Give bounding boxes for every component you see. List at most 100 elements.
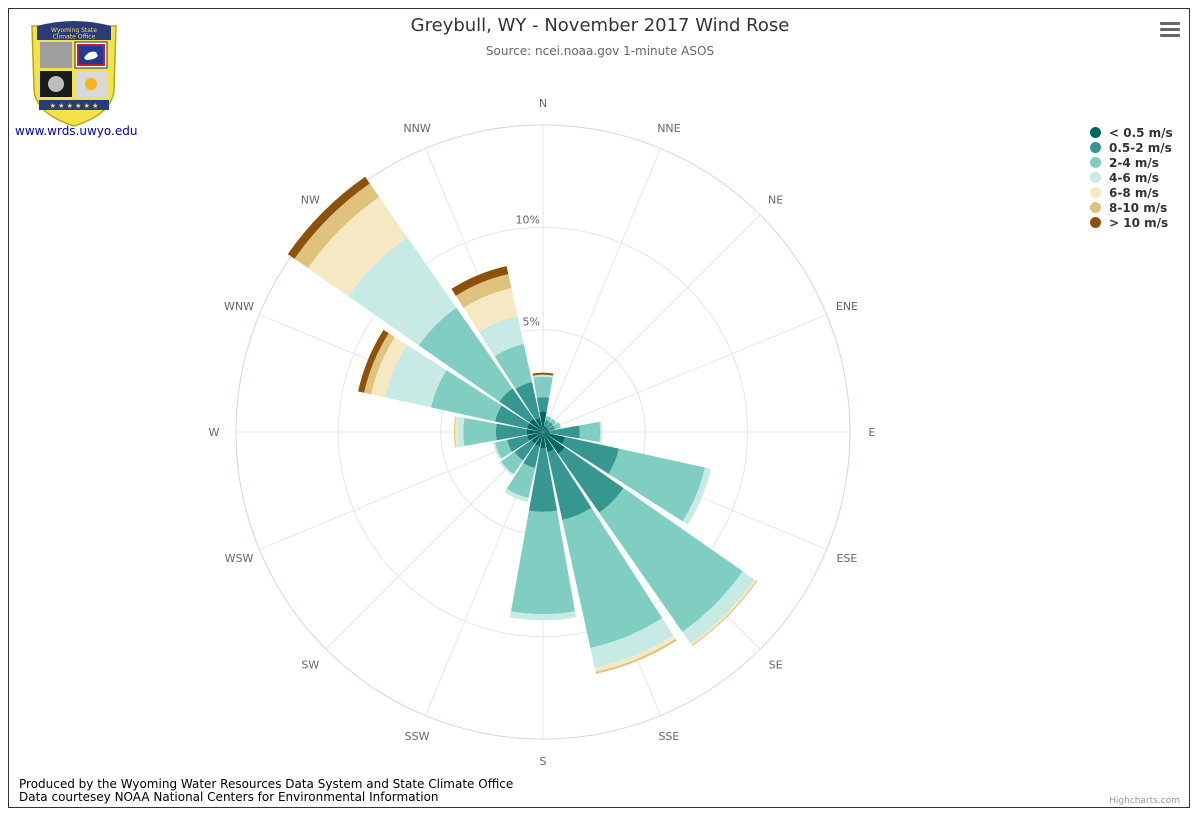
bar-ese-series-2[interactable] (608, 448, 705, 522)
bar-ssw-series-0[interactable] (535, 432, 543, 446)
bar-e-series-2[interactable] (579, 421, 601, 443)
bar-nw-series-6[interactable] (287, 176, 370, 259)
legend-label: > 10 m/s (1109, 215, 1169, 230)
bar-wnw-series-6[interactable] (358, 329, 389, 393)
bar-sse-series-2[interactable] (562, 507, 663, 648)
bar-nnw-series-1[interactable] (515, 382, 540, 420)
bar-sw-series-3[interactable] (499, 461, 514, 476)
bar-sse-series-0[interactable] (543, 432, 555, 452)
bar-ssw-series-3[interactable] (504, 488, 529, 502)
legend-item-6[interactable]: > 10 m/s (1090, 215, 1173, 230)
bar-w-series-4[interactable] (454, 416, 459, 448)
bar-nw-series-2[interactable] (418, 307, 513, 402)
bar-wnw-series-1[interactable] (495, 405, 530, 429)
bar-n-series-0[interactable] (539, 411, 547, 432)
bar-sse-series-4[interactable] (594, 635, 676, 672)
bar-wnw-series-2[interactable] (431, 370, 502, 422)
bar-nw-series-0[interactable] (529, 418, 543, 432)
bar-ssw-series-2[interactable] (506, 463, 536, 498)
bar-nw-series-4[interactable] (307, 196, 408, 297)
bar-ene-series-0[interactable] (543, 428, 549, 432)
bar-w-series-0[interactable] (526, 429, 543, 435)
bar-wsw-series-2[interactable] (495, 439, 512, 459)
bar-n-series-2[interactable] (533, 376, 553, 398)
wind-rose-bars (287, 176, 758, 674)
bar-se-series-0[interactable] (543, 432, 565, 454)
bar-ne-series-1[interactable] (546, 421, 554, 429)
bar-nne-series-0[interactable] (543, 426, 547, 432)
bar-s-series-3[interactable] (509, 611, 577, 621)
bar-nw-series-1[interactable] (499, 388, 534, 423)
bar-n-series-3[interactable] (532, 374, 554, 378)
bar-se-series-2[interactable] (599, 488, 743, 632)
bar-sse-series-5[interactable] (595, 638, 677, 674)
legend-label: 0.5-2 m/s (1109, 140, 1172, 155)
bar-nnw-series-6[interactable] (451, 266, 509, 296)
bar-nnw-series-4[interactable] (463, 288, 518, 333)
bar-w-series-1[interactable] (495, 423, 527, 441)
legend-label: 4-6 m/s (1109, 170, 1159, 185)
axis-labels: N NNE NE ENE E ESE SE SSE S SSW SW WSW W WNW NW NNW 5% 10… (209, 97, 876, 768)
bar-nw-series-3[interactable] (348, 237, 457, 346)
bar-wnw-series-0[interactable] (527, 423, 543, 432)
footer-line-1: Produced by the Wyoming Water Resources … (19, 777, 514, 791)
legend-item-3[interactable]: 4-6 m/s (1090, 170, 1173, 185)
bar-nw-series-5[interactable] (294, 183, 380, 269)
bar-se-series-1[interactable] (558, 447, 624, 513)
bar-ese-series-1[interactable] (561, 436, 619, 474)
bar-sw-series-0[interactable] (531, 432, 543, 444)
bar-wsw-series-3[interactable] (493, 442, 502, 460)
bar-wsw-series-1[interactable] (507, 435, 530, 452)
bar-w-series-2[interactable] (463, 417, 497, 447)
hamburger-menu-icon[interactable] (1160, 22, 1180, 40)
bar-ssw-series-1[interactable] (523, 444, 540, 468)
bar-ene-series-1[interactable] (548, 425, 555, 431)
bar-s-series-0[interactable] (540, 432, 546, 449)
highcharts-credits[interactable]: Highcharts.com (1109, 796, 1180, 806)
bar-nnw-series-3[interactable] (479, 316, 524, 357)
bar-e-series-1[interactable] (549, 425, 580, 439)
direction-label-wsw: WSW (225, 552, 254, 565)
site-link[interactable]: www.wrds.uwyo.edu (15, 124, 138, 138)
bar-s-series-2[interactable] (510, 510, 576, 615)
bar-nne-series-1[interactable] (544, 420, 550, 427)
legend-label: 8-10 m/s (1109, 200, 1168, 215)
bar-ne-series-0[interactable] (543, 426, 549, 432)
footer-text: Produced by the Wyoming Water Resources … (19, 778, 513, 804)
direction-label-s: S (540, 755, 547, 768)
bar-sw-series-2[interactable] (501, 451, 524, 474)
bar-e-series-3[interactable] (599, 421, 603, 443)
bar-nnw-series-2[interactable] (494, 344, 533, 389)
bar-sse-series-3[interactable] (590, 618, 674, 668)
bar-wnw-series-4[interactable] (371, 337, 407, 398)
direction-label-ene: ENE (836, 300, 858, 313)
direction-label-wnw: WNW (224, 300, 254, 313)
legend-item-1[interactable]: 0.5-2 m/s (1090, 140, 1173, 155)
bar-e-series-0[interactable] (543, 430, 550, 434)
bar-ese-series-0[interactable] (543, 432, 565, 445)
bar-w-series-3[interactable] (457, 416, 465, 448)
bar-ne-series-2[interactable] (550, 418, 557, 425)
bar-sse-series-1[interactable] (547, 449, 592, 520)
bar-se-series-3[interactable] (682, 571, 755, 644)
bar-nnw-series-5[interactable] (455, 274, 512, 308)
bar-ese-series-3[interactable] (682, 467, 711, 525)
bar-n-series-6[interactable] (532, 372, 554, 376)
bar-w-series-5[interactable] (453, 416, 457, 448)
bar-wnw-series-3[interactable] (385, 344, 447, 408)
bar-n-series-1[interactable] (536, 397, 550, 412)
legend-item-2[interactable]: 2-4 m/s (1090, 155, 1173, 170)
legend-item-0[interactable]: < 0.5 m/s (1090, 125, 1173, 140)
direction-label-sw: SW (301, 659, 319, 672)
bar-nnw-series-0[interactable] (535, 418, 543, 432)
bar-sw-series-1[interactable] (514, 440, 535, 461)
bar-nne-series-2[interactable] (545, 416, 552, 422)
bar-ene-series-2[interactable] (553, 422, 561, 430)
legend-item-5[interactable]: 8-10 m/s (1090, 200, 1173, 215)
legend-item-4[interactable]: 6-8 m/s (1090, 185, 1173, 200)
bar-wnw-series-5[interactable] (364, 333, 395, 395)
bar-wsw-series-0[interactable] (527, 432, 543, 441)
chart-subtitle: Source: ncei.noaa.gov 1-minute ASOS (485, 44, 715, 58)
bar-s-series-1[interactable] (528, 448, 558, 512)
